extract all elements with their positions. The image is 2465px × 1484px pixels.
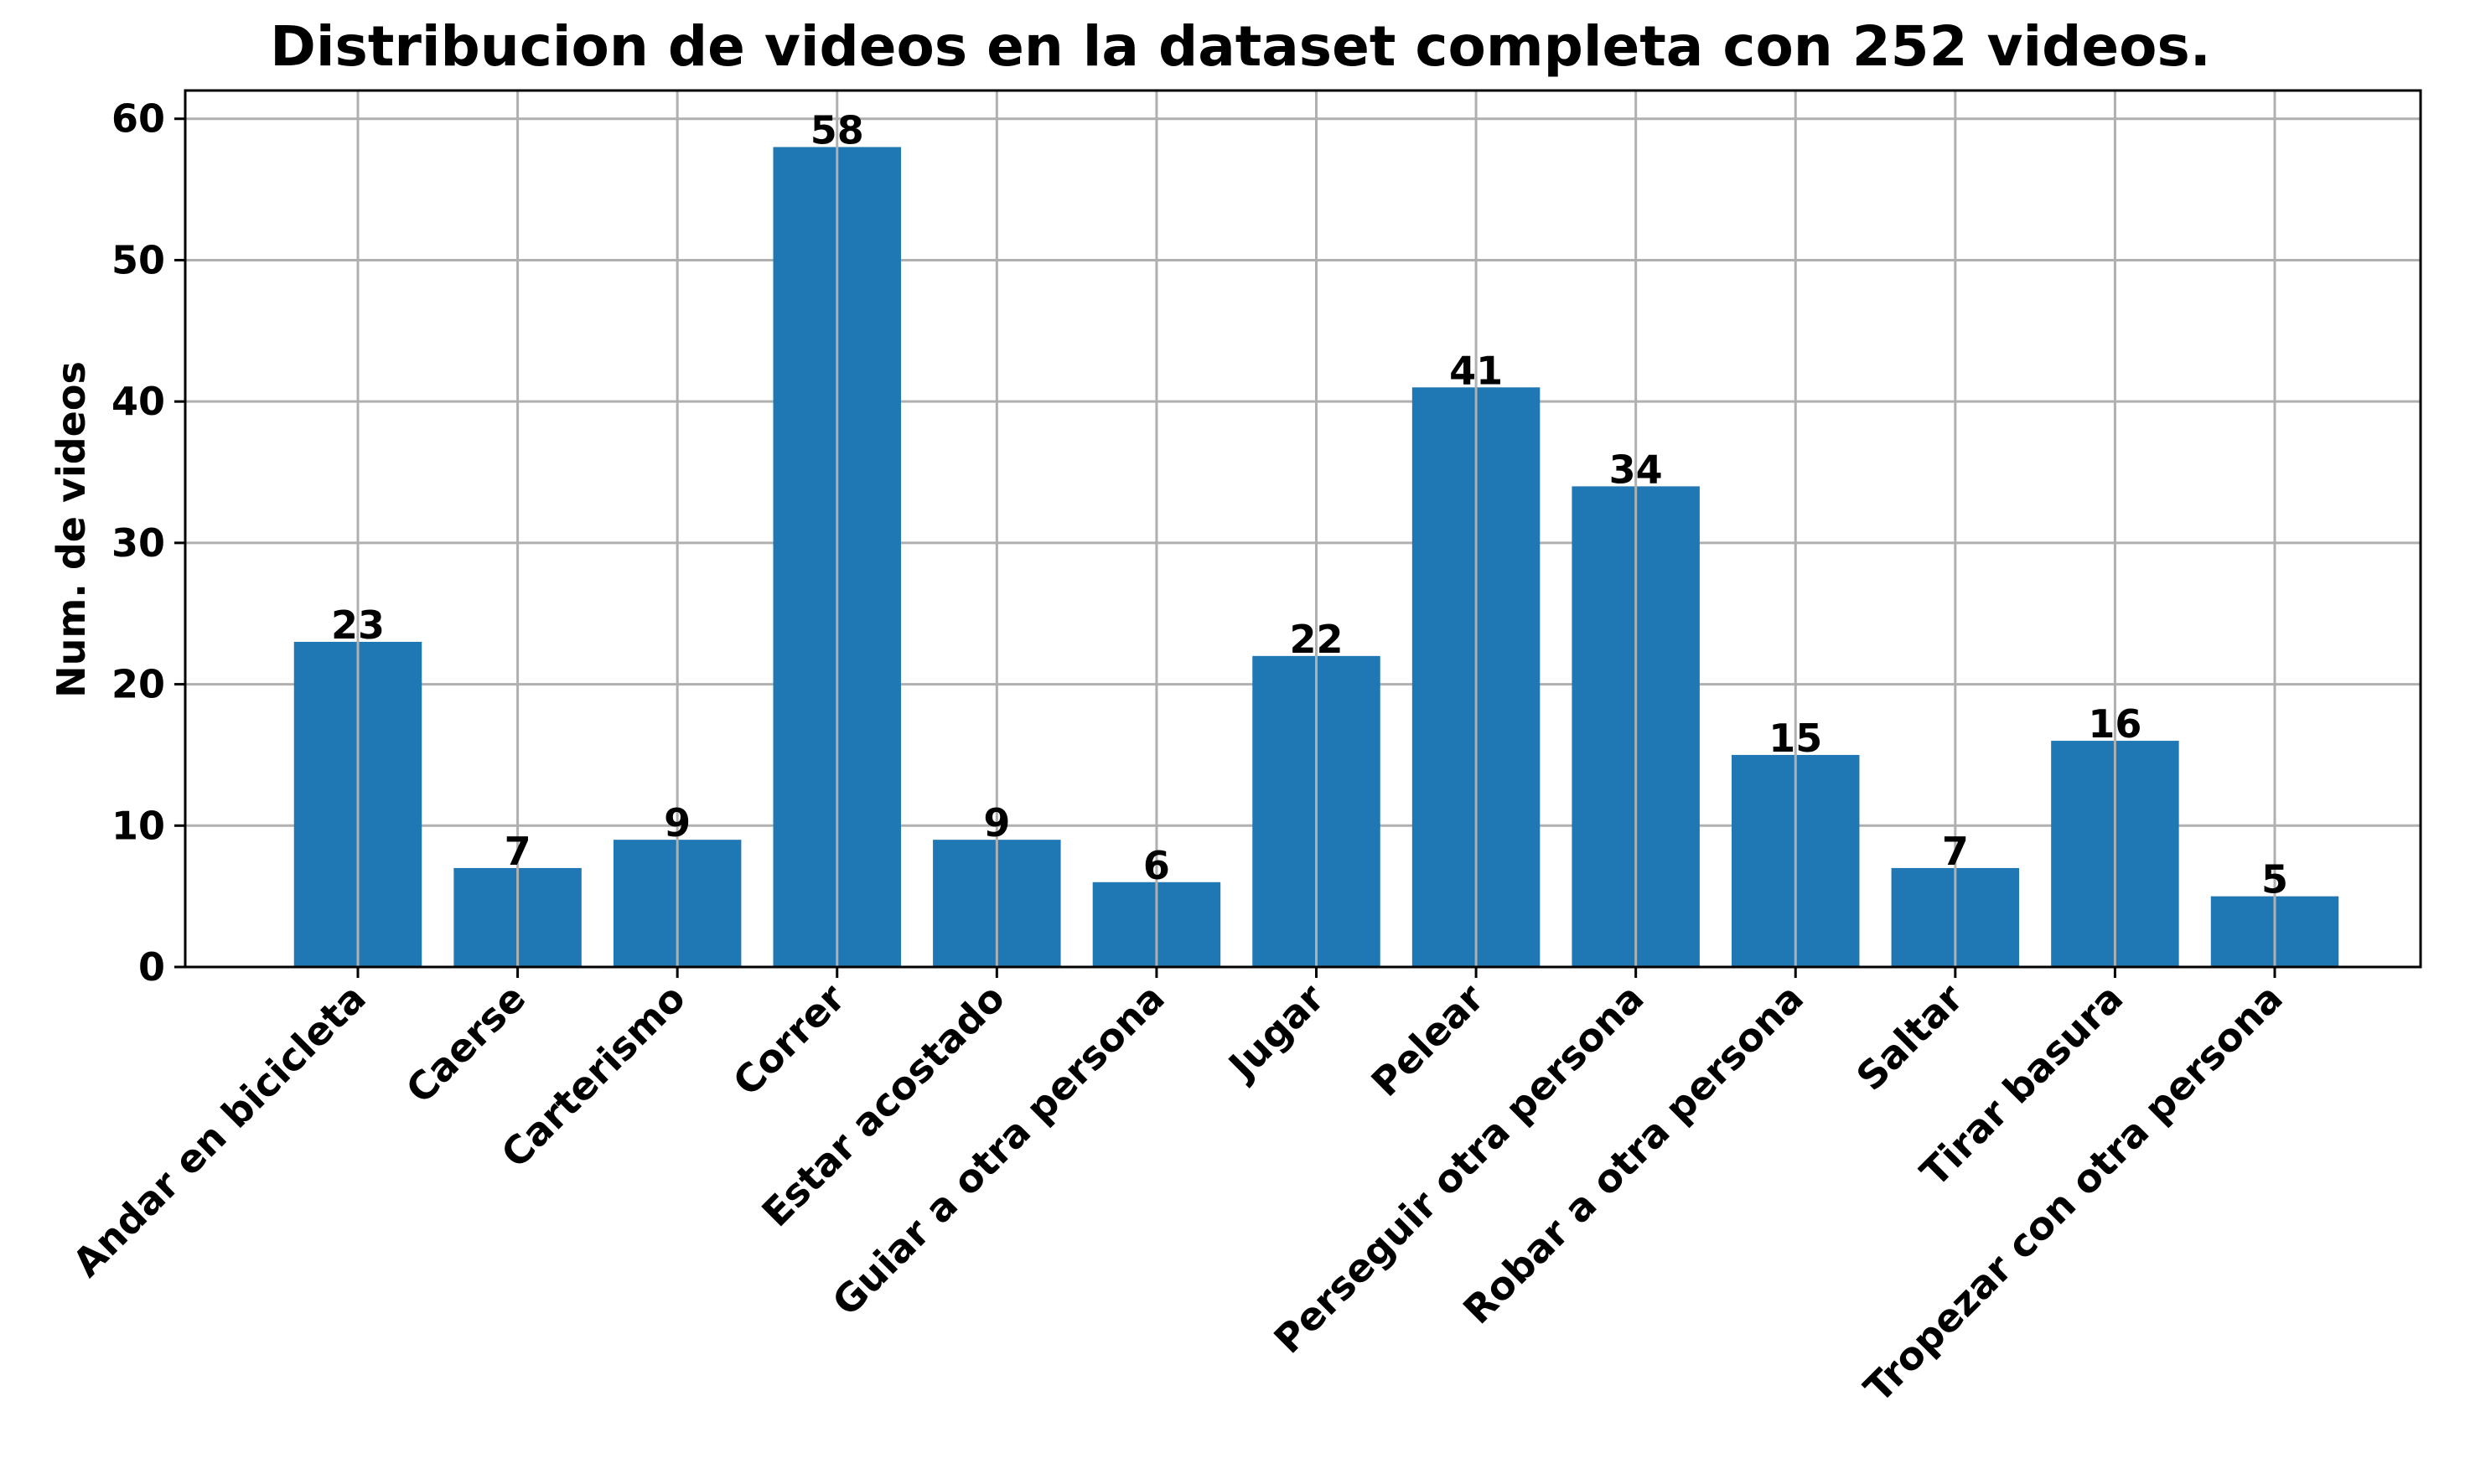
bar-value-label: 22 (1289, 617, 1343, 662)
bar-value-label: 5 (2261, 857, 2288, 902)
bar-value-label: 9 (664, 800, 691, 845)
y-axis-ticks: 0 10 20 30 40 50 60 (111, 96, 185, 990)
x-tick-label: Caerse (397, 975, 535, 1113)
x-tick-label: Andar en bicicleta (64, 975, 375, 1286)
y-tick-label: 20 (111, 662, 165, 707)
y-tick-label: 60 (111, 96, 165, 142)
x-tick-label: Saltar (1847, 975, 1971, 1099)
bar-value-label: 16 (2088, 701, 2141, 747)
y-axis-label: Num. de videos (49, 361, 94, 698)
y-tick-label: 10 (111, 803, 165, 848)
plot-frame (184, 89, 2422, 969)
bar-value-label: 41 (1449, 348, 1503, 393)
bar-value-label: 9 (983, 800, 1010, 845)
vertical-grid-lines (356, 90, 2276, 967)
y-tick-label: 40 (111, 379, 165, 424)
y-tick-label: 0 (138, 944, 165, 990)
chart-title: Distribucion de videos en la dataset com… (270, 14, 2211, 79)
x-tick-label: Pelear (1363, 975, 1494, 1105)
y-tick-label: 50 (111, 237, 165, 282)
bar-value-label: 15 (1768, 716, 1822, 761)
bar-value-label: 34 (1609, 447, 1663, 492)
x-tick-label: Robar a otra persona (1454, 975, 1812, 1333)
bar-value-label: 7 (1942, 829, 1969, 874)
x-tick-label: Guiar a otra persona (824, 975, 1173, 1325)
bar-value-label: 6 (1143, 843, 1170, 888)
y-tick-label: 30 (111, 520, 165, 566)
x-tick-label: Correr (724, 975, 854, 1104)
bar-value-label: 23 (331, 602, 385, 648)
x-tick-label: Jugar (1218, 975, 1333, 1089)
bar-value-label: 7 (505, 829, 531, 874)
bar-value-label: 58 (810, 107, 864, 153)
data-labels: 23 7 9 58 9 6 22 41 34 15 7 16 5 (331, 107, 2288, 902)
